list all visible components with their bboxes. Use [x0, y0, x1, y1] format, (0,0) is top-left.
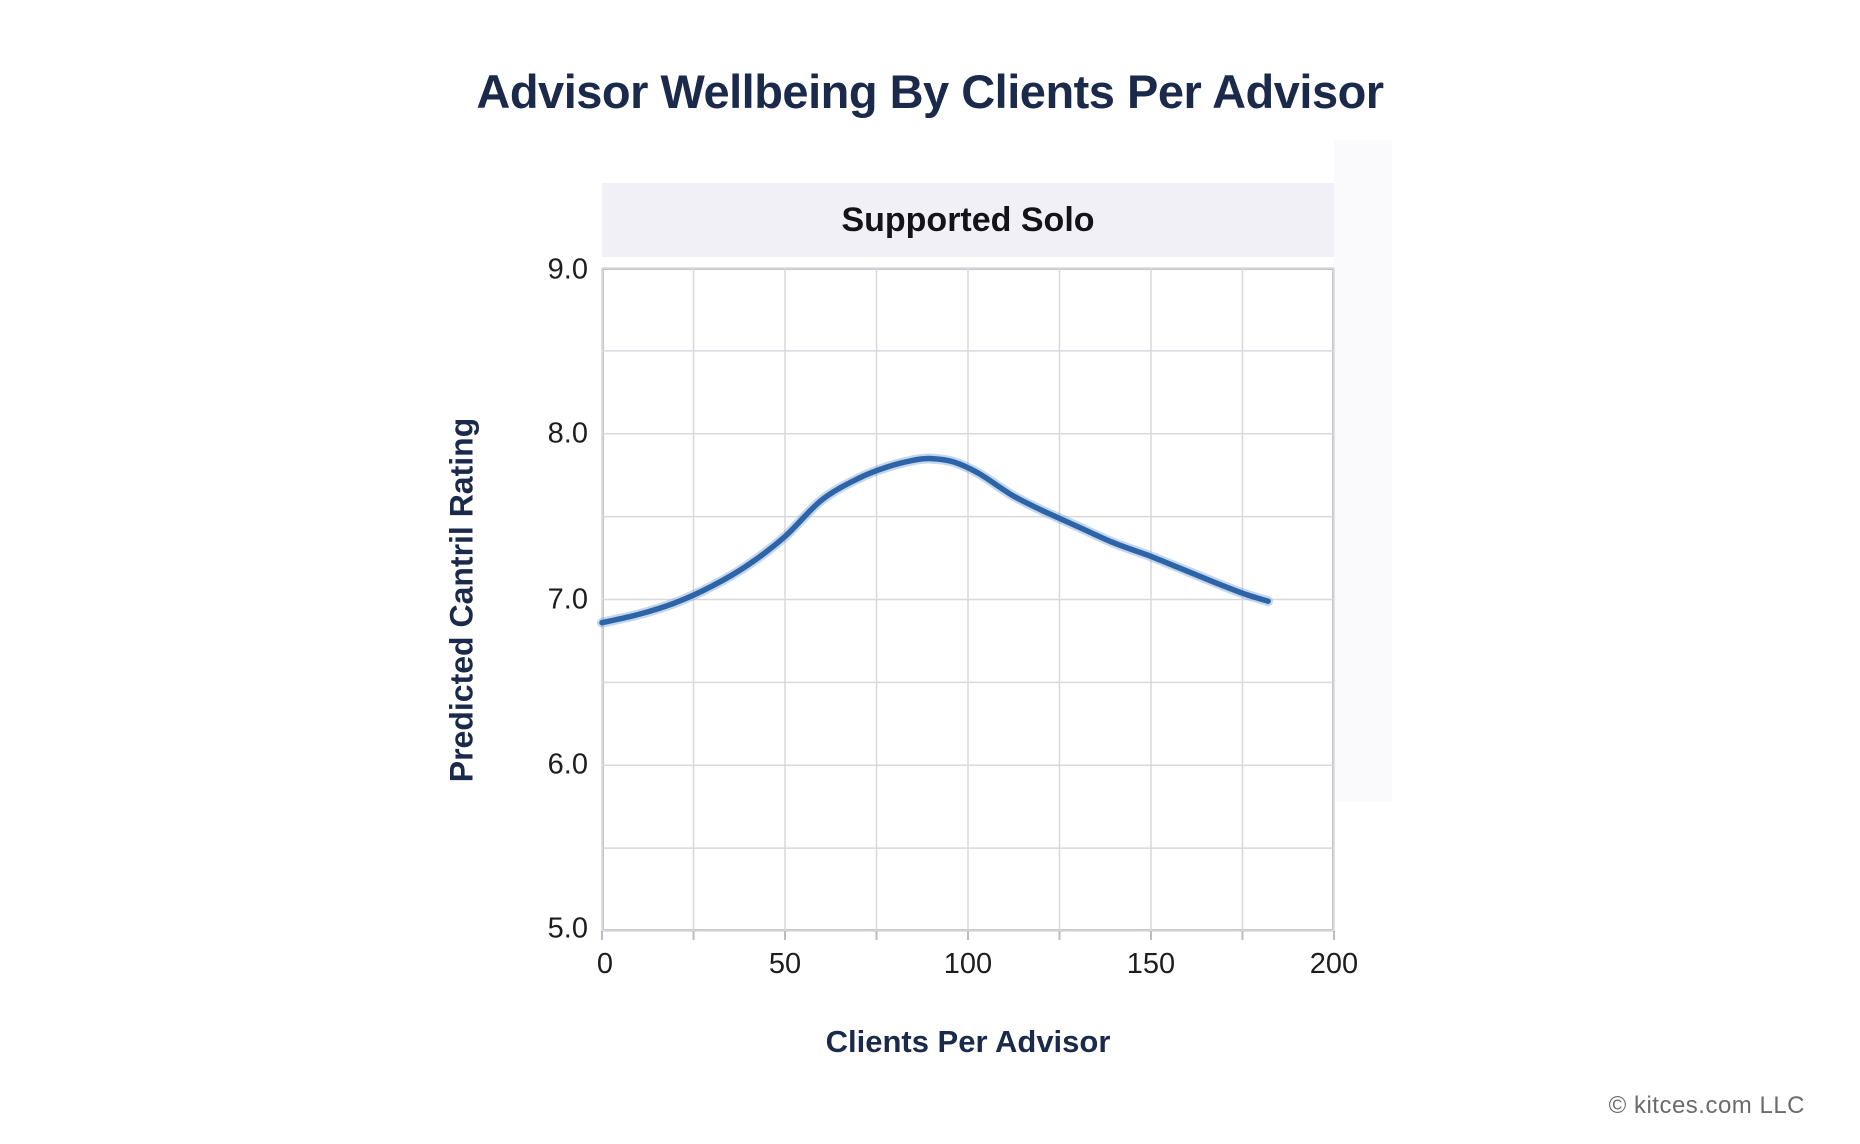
- wellbeing-line-chart: [597, 267, 1335, 940]
- facet-label: Supported Solo: [841, 200, 1095, 239]
- x-axis-title: Clients Per Advisor: [825, 1024, 1111, 1059]
- y-axis-title: Predicted Cantril Rating: [443, 417, 480, 783]
- panel-background-strip: [1334, 140, 1392, 802]
- plot-panel: [597, 267, 1335, 940]
- gridlines: [601, 267, 1335, 932]
- x-tick-label-100: 100: [943, 948, 993, 980]
- copyright-credit: © kitces.com LLC: [1608, 1092, 1805, 1119]
- x-axis-tick-marks: [601, 931, 1335, 940]
- y-tick-label-6: 6.0: [547, 748, 588, 781]
- x-tick-label-150: 150: [1126, 948, 1176, 980]
- y-tick-label-9: 9.0: [547, 253, 588, 286]
- wellbeing-curve: [599, 455, 1271, 626]
- page-title: Advisor Wellbeing By Clients Per Advisor: [476, 65, 1384, 118]
- y-tick-label-8: 8.0: [547, 417, 588, 450]
- x-tick-label-50: 50: [768, 948, 802, 980]
- y-tick-label-5: 5.0: [547, 912, 588, 945]
- x-tick-label-200: 200: [1309, 948, 1359, 980]
- facet-strip: Supported Solo: [602, 183, 1334, 257]
- x-tick-label-0: 0: [596, 948, 614, 980]
- y-tick-label-7: 7.0: [547, 583, 588, 616]
- confidence-band: [597, 453, 1274, 628]
